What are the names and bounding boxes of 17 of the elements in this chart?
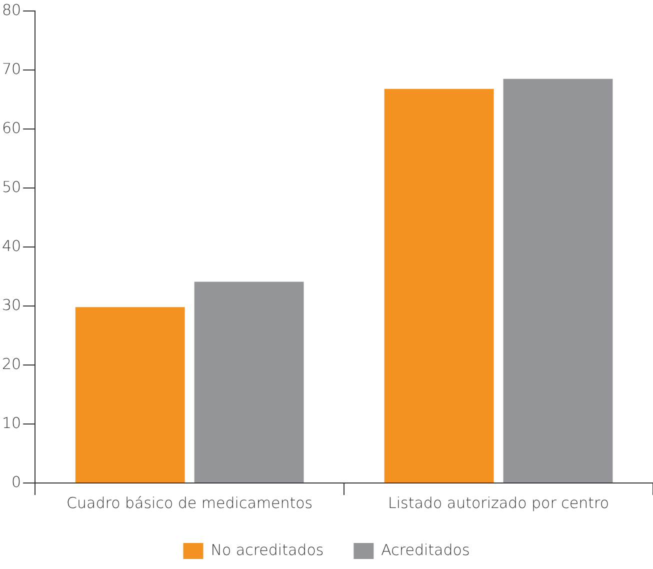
legend-label: No acreditados: [210, 540, 324, 559]
y-tick-label: 50: [2, 178, 22, 196]
y-tick-label: 70: [2, 60, 22, 78]
y-tick-label: 30: [2, 296, 22, 314]
bar: [384, 88, 494, 482]
x-tick-label: Listado autorizado por centro: [388, 494, 610, 512]
legend-label: Acreditados: [381, 540, 470, 559]
y-tick-label: 0: [12, 472, 22, 491]
bar: [194, 282, 304, 482]
y-tick-label: 80: [2, 0, 22, 19]
y-tick-label: 10: [2, 414, 22, 432]
bar: [75, 307, 185, 482]
y-tick-label: 60: [2, 118, 22, 137]
bar: [503, 78, 613, 482]
y-tick-label: 40: [2, 236, 22, 255]
x-tick-label: Cuadro básico de medicamentos: [66, 494, 313, 512]
y-tick-label: 20: [2, 354, 22, 373]
